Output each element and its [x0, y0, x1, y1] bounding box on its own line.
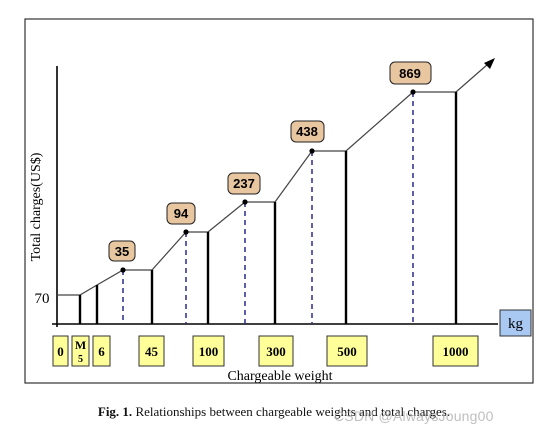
charge-badge-237-label: 237: [233, 176, 255, 191]
weight-box-6: 6: [92, 335, 111, 367]
breakpoint-dot-94: [183, 229, 189, 235]
x-axis-label: Chargeable weight: [227, 369, 332, 384]
weight-box-m5: M 5: [71, 335, 90, 367]
figure-caption-text: Relationships between chargeable weights…: [135, 404, 451, 419]
y-axis-label: Total charges(US$): [29, 152, 44, 261]
charge-curve: [57, 63, 489, 296]
weight-box-100: 100: [192, 335, 225, 367]
figure-label: Fig. 1.: [97, 404, 133, 419]
diagram-frame: [24, 18, 534, 384]
watermark: CSDN @AlwaysJoung00: [334, 408, 494, 424]
weight-box-m-label: M: [75, 338, 86, 352]
charge-badge-237: 237: [227, 172, 261, 195]
charge-badge-94: 94: [166, 202, 196, 225]
y-tick-70: 70: [35, 291, 50, 307]
charge-badge-35-label: 35: [115, 244, 129, 259]
breakpoint-dot-237: [242, 199, 248, 205]
weight-box-1000-label: 1000: [443, 344, 469, 359]
charge-badge-438-label: 438: [296, 124, 318, 139]
breakpoint-dot-438: [309, 148, 315, 154]
charge-badge-869-label: 869: [399, 66, 421, 81]
charge-badge-869: 869: [389, 61, 432, 85]
weight-box-0-label: 0: [57, 344, 64, 359]
unit-label: kg: [508, 316, 524, 332]
weight-box-100-label: 100: [199, 344, 219, 359]
figure-caption: Fig. 1. Relationships between chargeable…: [0, 404, 548, 420]
charge-badge-94-label: 94: [174, 206, 189, 221]
weight-box-6-label: 6: [98, 344, 105, 359]
breakpoint-dot-869: [410, 89, 416, 95]
charge-badge-438: 438: [290, 120, 325, 143]
weight-box-300: 300: [258, 335, 294, 367]
weight-box-500: 500: [326, 335, 368, 367]
weight-box-500-label: 500: [337, 344, 357, 359]
weight-box-45: 45: [138, 335, 165, 367]
weight-box-5-label: 5: [78, 354, 83, 365]
charge-badge-35: 35: [108, 240, 136, 262]
weight-box-1000: 1000: [432, 335, 479, 367]
unit-box-kg: kg: [499, 309, 532, 337]
weight-box-300-label: 300: [266, 344, 286, 359]
weight-box-45-label: 45: [145, 344, 159, 359]
weight-box-0: 0: [52, 335, 69, 367]
curve-arrowhead: [484, 58, 495, 69]
breakpoint-dot-35: [120, 267, 126, 273]
